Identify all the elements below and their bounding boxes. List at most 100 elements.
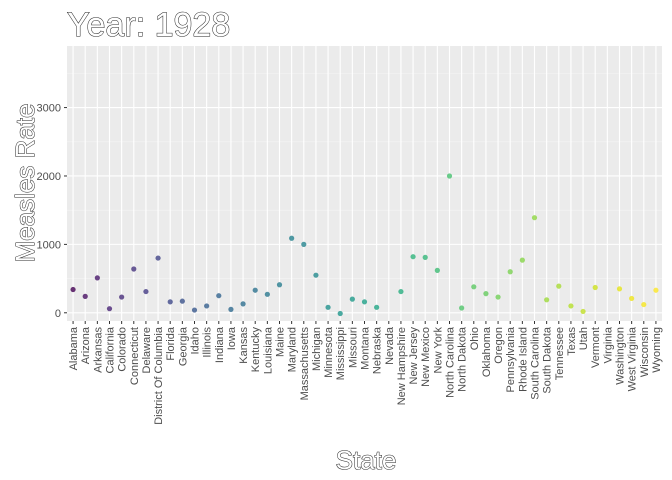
x-category-label: North Dakota [457, 326, 469, 392]
y-tick-label: 0 [55, 308, 61, 320]
x-category-label: Maine [275, 327, 287, 357]
y-tick-label: 2000 [37, 171, 61, 183]
x-category-label: Rhode Island [517, 327, 529, 392]
x-category-label: Delaware [141, 327, 153, 373]
y-tick-label: 1000 [37, 239, 61, 251]
data-point [653, 287, 659, 293]
data-point [544, 297, 550, 303]
data-point [276, 282, 283, 288]
x-category-label: Texas [566, 327, 578, 356]
x-category-label: North Carolina [445, 326, 457, 398]
data-point [204, 303, 210, 309]
x-category-label: Wyoming [651, 327, 663, 373]
x-category-label: Alabama [68, 326, 80, 370]
x-category-label: Michigan [311, 327, 323, 371]
data-point [70, 286, 76, 293]
x-category-label: Tennessee [554, 327, 566, 380]
x-category-label: Ohio [469, 327, 481, 350]
data-point [374, 304, 380, 310]
x-category-label: Indiana [214, 326, 226, 363]
x-category-label: Nebraska [372, 326, 384, 374]
data-point [531, 215, 538, 221]
data-point [131, 266, 137, 272]
data-point [459, 305, 465, 311]
x-category-label: Maryland [287, 327, 299, 372]
x-category-label: Washington [615, 327, 627, 385]
x-category-label: Missouri [347, 327, 359, 368]
data-point [82, 293, 88, 299]
data-point [580, 308, 586, 315]
data-point [629, 295, 635, 302]
data-point [507, 269, 513, 275]
x-category-label: Pennsylvania [505, 326, 517, 392]
x-category-label: New Mexico [420, 327, 432, 387]
data-point [143, 288, 149, 295]
data-point [191, 307, 198, 313]
data-point [398, 288, 404, 295]
data-point [228, 306, 234, 312]
x-category-label: Kentucky [250, 327, 262, 373]
data-point [434, 267, 440, 273]
data-point [337, 310, 343, 317]
data-point [422, 254, 428, 260]
x-category-label: Utah [578, 327, 590, 350]
data-point [349, 296, 355, 302]
data-point [446, 173, 453, 179]
data-point [556, 283, 562, 289]
x-category-label: Montana [360, 326, 372, 370]
x-category-label: Louisiana [262, 326, 274, 374]
x-category-label: Iowa [226, 326, 238, 350]
x-category-label: Massachusetts [299, 327, 311, 401]
data-point [252, 287, 258, 293]
data-point [106, 306, 113, 312]
y-axis-title: Measles Rate [10, 104, 40, 263]
x-category-label: Florida [165, 326, 177, 361]
x-category-label: Oklahoma [481, 326, 493, 377]
data-point [216, 293, 222, 299]
x-category-label: South Carolina [530, 326, 542, 400]
data-point [519, 257, 525, 263]
data-point [94, 275, 100, 281]
y-tick-label: 3000 [37, 103, 61, 115]
x-category-label: Mississippi [335, 327, 347, 380]
data-point [471, 284, 477, 290]
data-point [616, 286, 623, 292]
data-point [289, 235, 295, 241]
x-category-label: California [105, 326, 117, 373]
plot-area: 0 1000 2000 3000 Alabama Arizona Arkansas Calif… [37, 46, 663, 425]
x-category-label: Virginia [602, 326, 614, 363]
x-axis-title: State [336, 445, 397, 475]
data-point [410, 254, 416, 260]
x-category-label: New Jersey [408, 327, 420, 385]
x-category-label: District Of Columbia [153, 326, 165, 425]
x-category-label: Wisconsin [639, 327, 651, 377]
data-point [313, 272, 319, 278]
x-category-label: Oregon [493, 327, 505, 364]
data-point [495, 294, 501, 300]
x-category-label: Arizona [80, 326, 92, 364]
data-point [179, 298, 185, 304]
x-category-label: Colorado [117, 327, 129, 372]
data-point [240, 301, 246, 307]
x-category-label: Nevada [384, 326, 396, 365]
x-category-label: Connecticut [129, 327, 141, 385]
data-point [568, 303, 574, 309]
data-point [592, 284, 598, 291]
x-category-label: New York [432, 327, 444, 374]
data-point [155, 255, 161, 261]
chart-title: Year: 1928 [67, 6, 230, 44]
x-category-label: Georgia [177, 326, 189, 366]
x-category-label: Illinois [202, 327, 214, 358]
x-category-label: South Dakota [542, 326, 554, 394]
data-point [264, 291, 270, 297]
x-category-label: West Virginia [627, 326, 639, 391]
data-point [301, 241, 307, 247]
data-point [483, 291, 489, 297]
data-point [361, 299, 368, 305]
x-category-label: New Hampshire [396, 327, 408, 405]
data-point [119, 294, 125, 300]
x-category-label: Idaho [190, 327, 202, 355]
x-category-label: Arkansas [92, 327, 104, 373]
data-point [167, 299, 173, 305]
